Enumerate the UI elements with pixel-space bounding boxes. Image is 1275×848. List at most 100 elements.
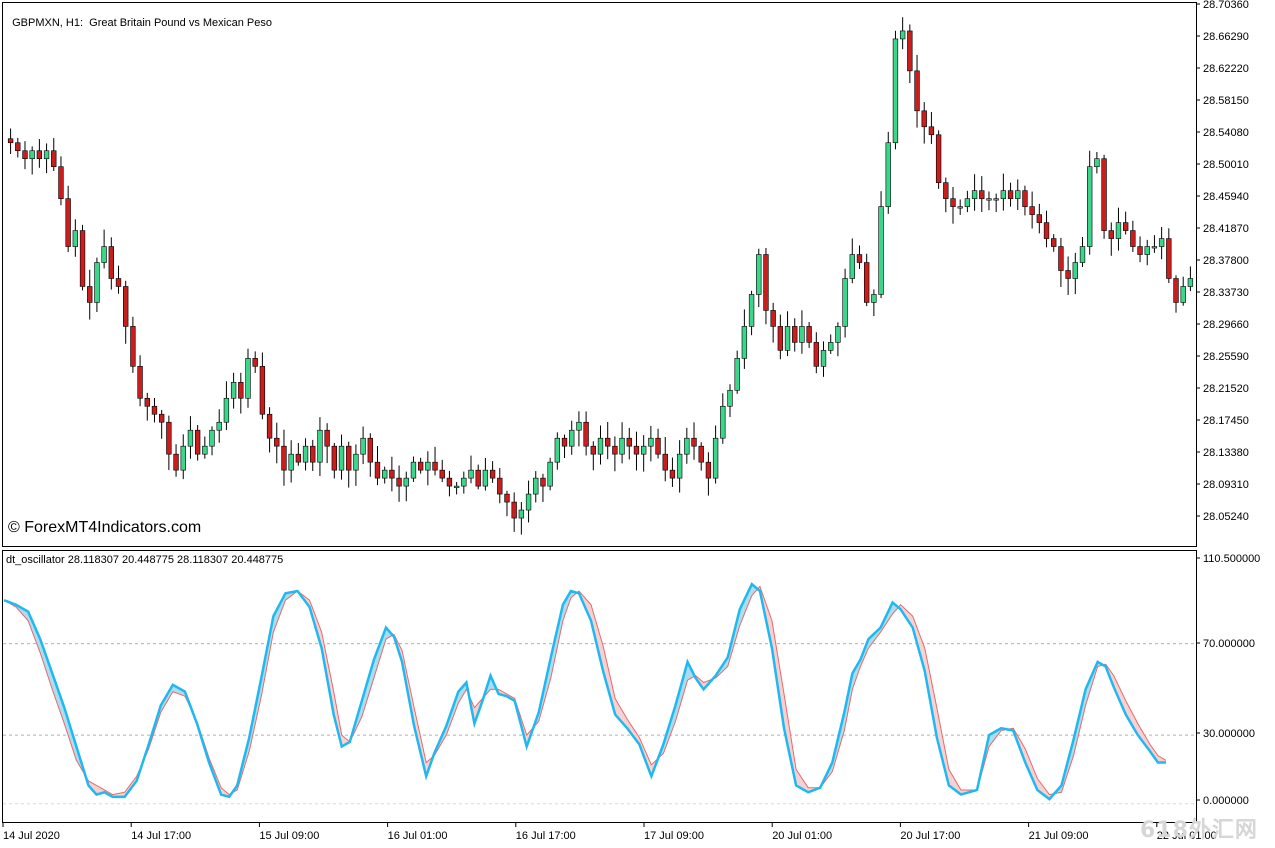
bearish-candle — [943, 182, 949, 199]
bearish-candle — [633, 445, 640, 455]
corner-watermark: 618外汇网 — [1140, 818, 1258, 843]
bearish-candle — [763, 254, 769, 311]
bearish-candle — [914, 70, 920, 112]
bullish-candle — [576, 421, 582, 431]
bearish-candle — [281, 445, 287, 471]
bullish-candle — [1115, 222, 1122, 239]
bullish-candle — [1187, 278, 1194, 287]
bullish-candle — [482, 469, 489, 487]
bearish-candle — [792, 326, 798, 343]
bearish-candle — [151, 405, 158, 415]
bearish-candle — [7, 138, 14, 144]
bearish-candle — [389, 469, 395, 479]
bullish-candle — [43, 150, 50, 160]
bullish-candle — [230, 382, 237, 399]
bearish-candle — [935, 134, 942, 183]
bearish-candle — [1137, 246, 1143, 255]
bullish-candle — [525, 493, 532, 511]
bearish-candle — [238, 382, 244, 399]
bearish-candle — [36, 150, 43, 160]
osc-fill-down — [1157, 755, 1160, 763]
bearish-candle — [612, 445, 618, 455]
bearish-candle — [928, 126, 935, 136]
bearish-candle — [1022, 190, 1028, 207]
bullish-candle — [741, 326, 748, 359]
bearish-candle — [130, 326, 136, 367]
bullish-candle — [676, 453, 683, 479]
bearish-candle — [22, 150, 28, 160]
bullish-candle — [425, 461, 431, 471]
bearish-candle — [777, 326, 784, 351]
bullish-candle — [820, 350, 827, 367]
price-tick-label: 28.58150 — [1203, 95, 1249, 107]
price-tick-label: 28.33730 — [1203, 287, 1249, 299]
bullish-candle — [288, 453, 294, 471]
bearish-candle — [259, 366, 266, 415]
bearish-candle — [15, 142, 21, 152]
bullish-candle — [720, 405, 726, 439]
bearish-candle — [1130, 230, 1136, 247]
bullish-candle — [842, 278, 848, 327]
bullish-candle — [72, 230, 79, 247]
bearish-candle — [504, 493, 510, 503]
bearish-candle — [1108, 230, 1114, 239]
time-tick-label: 16 Jul 01:00 — [388, 830, 448, 842]
bearish-candle — [605, 437, 611, 447]
bullish-candle — [684, 437, 690, 455]
time-tick-label: 20 Jul 17:00 — [900, 830, 960, 842]
osc-fill-down — [800, 775, 803, 789]
bullish-candle — [1094, 158, 1100, 167]
bullish-candle — [1144, 246, 1150, 255]
bearish-candle — [439, 469, 445, 479]
bullish-candle — [619, 437, 625, 455]
bearish-candle — [626, 437, 632, 447]
bearish-candle — [583, 421, 589, 447]
time-tick-label: 21 Jul 09:00 — [1029, 830, 1089, 842]
bearish-candle — [446, 477, 453, 487]
bullish-candle — [964, 198, 971, 207]
price-tick-label: 28.66290 — [1203, 31, 1249, 43]
bearish-candle — [1065, 270, 1071, 279]
bearish-candle — [123, 286, 129, 327]
bearish-candle — [137, 366, 143, 399]
price-tick-label: 28.37800 — [1203, 255, 1249, 267]
bearish-candle — [1122, 222, 1129, 231]
bearish-candle — [58, 166, 64, 199]
price-tick-label: 28.25590 — [1203, 351, 1249, 363]
bearish-candle — [144, 397, 150, 407]
bearish-candle — [166, 421, 172, 455]
bullish-candle — [360, 437, 366, 455]
bullish-candle — [202, 445, 208, 455]
bearish-candle — [1101, 158, 1107, 231]
time-tick-label: 16 Jul 17:00 — [516, 830, 576, 842]
bullish-candle — [533, 477, 539, 495]
price-tick-label: 28.21520 — [1203, 383, 1249, 395]
bearish-candle — [274, 437, 280, 447]
bearish-candle — [194, 429, 201, 455]
bullish-candle — [993, 198, 999, 201]
bearish-candle — [497, 477, 503, 495]
instrument-description: Great Britain Pound vs Mexican Peso — [89, 17, 272, 29]
osc-fill-down — [617, 701, 620, 720]
bearish-candle — [346, 445, 352, 471]
bearish-candle — [856, 254, 863, 263]
bearish-candle — [662, 453, 668, 471]
bullish-candle — [518, 509, 525, 519]
bearish-candle — [158, 413, 165, 423]
price-tick-label: 28.13380 — [1203, 447, 1249, 459]
bearish-candle — [1051, 238, 1057, 247]
bullish-candle — [223, 397, 230, 423]
bearish-candle — [295, 453, 302, 463]
bearish-candle — [79, 230, 86, 287]
bullish-candle — [101, 246, 107, 263]
time-tick-label: 22 Jul 01:00 — [1157, 830, 1217, 842]
osc-fill-down — [950, 772, 953, 789]
bearish-candle — [65, 198, 71, 247]
price-tick-label: 28.54080 — [1203, 127, 1249, 139]
bearish-candle — [87, 286, 93, 303]
bullish-candle — [899, 30, 906, 40]
osc-tick-label: 30.000000 — [1203, 728, 1255, 740]
bearish-candle — [173, 453, 179, 471]
price-panel-header: GBPMXN, H1: Great Britain Pound vs Mexic… — [6, 5, 272, 29]
